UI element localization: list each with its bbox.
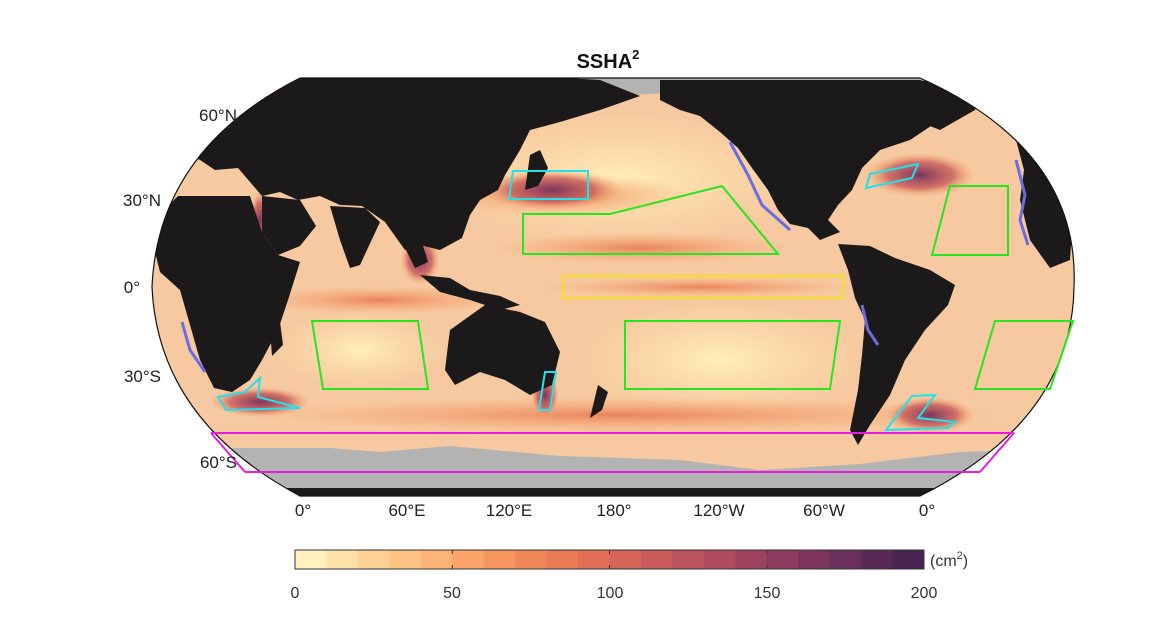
lon-label-120e: 120°E <box>486 501 533 520</box>
lon-label-60w: 60°W <box>803 501 845 520</box>
lat-label-0: 0° <box>124 278 140 297</box>
region-boxes <box>216 162 1075 432</box>
lon-label-0: 0° <box>295 501 311 520</box>
lat-labels: 60°N 30°N 0° 30°S 60°S <box>123 106 237 472</box>
colorbar-tick-label: 0 <box>291 585 300 602</box>
colorbar-cell <box>861 550 894 569</box>
colorbar-cell <box>420 550 453 569</box>
lat-label-60n: 60°N <box>199 106 237 125</box>
box-north-pacific <box>522 184 781 255</box>
lon-labels: 0° 60°E 120°E 180° 120°W 60°W 0° <box>295 501 935 520</box>
colorbar-tick-label: 150 <box>754 585 781 602</box>
lon-label-60e: 60°E <box>388 501 425 520</box>
southern-ocean-band <box>210 432 1015 473</box>
colorbar-cell <box>357 550 390 569</box>
box-south-atlantic <box>973 320 1075 390</box>
colorbar-cell <box>703 550 736 569</box>
colorbar-tick-label: 100 <box>597 585 624 602</box>
box-agulhas <box>216 375 301 412</box>
box-north-atlantic <box>930 185 1009 256</box>
lat-label-30n: 30°N <box>123 191 161 210</box>
colorbar-cell <box>672 550 705 569</box>
box-south-indian <box>310 320 430 390</box>
lat-label-60s: 60°S <box>200 453 237 472</box>
coastal-highlights <box>180 141 1030 373</box>
colorbar-unit: (cm2) <box>930 550 968 570</box>
colorbar-cell <box>452 550 485 569</box>
map-area <box>152 78 1075 496</box>
box-east-australia <box>537 371 558 411</box>
colorbar-tick-labels: 0 50 100 150 200 <box>291 585 938 602</box>
colorbar-cell <box>295 550 327 569</box>
sea-ice <box>152 446 1075 496</box>
colorbar-cell <box>829 550 862 569</box>
colorbar-cell <box>326 550 359 569</box>
lon-label-120w: 120°W <box>693 501 744 520</box>
box-gulf-stream <box>864 162 920 190</box>
colorbar-cell <box>483 550 516 569</box>
lon-label-180: 180° <box>596 501 631 520</box>
colorbar: 0 50 100 150 200 (cm2) <box>291 549 968 602</box>
colorbar-tick-label: 200 <box>911 585 938 602</box>
lon-label-0-right: 0° <box>919 501 935 520</box>
colorbar-cell <box>798 550 831 569</box>
colorbar-cells <box>295 550 925 569</box>
colorbar-cell <box>892 550 925 569</box>
land <box>152 78 1074 496</box>
colorbar-cell <box>546 550 579 569</box>
colorbar-cell <box>640 550 673 569</box>
box-south-pacific <box>624 320 842 390</box>
colorbar-ticks <box>294 550 925 569</box>
colorbar-cell <box>766 550 799 569</box>
box-brazil-malvinas <box>883 393 958 432</box>
colorbar-tick-label: 50 <box>443 585 461 602</box>
box-equatorial-pacific <box>562 275 844 299</box>
colorbar-cell <box>578 550 610 569</box>
map-title: SSHA2 <box>577 47 640 73</box>
lat-label-30s: 30°S <box>124 367 161 386</box>
colorbar-cell <box>735 550 768 569</box>
map-outline <box>151 77 1075 497</box>
colorbar-cell <box>515 550 548 569</box>
colorbar-cell <box>389 550 422 569</box>
colorbar-cell <box>609 550 642 569</box>
box-kuroshio <box>507 170 589 200</box>
